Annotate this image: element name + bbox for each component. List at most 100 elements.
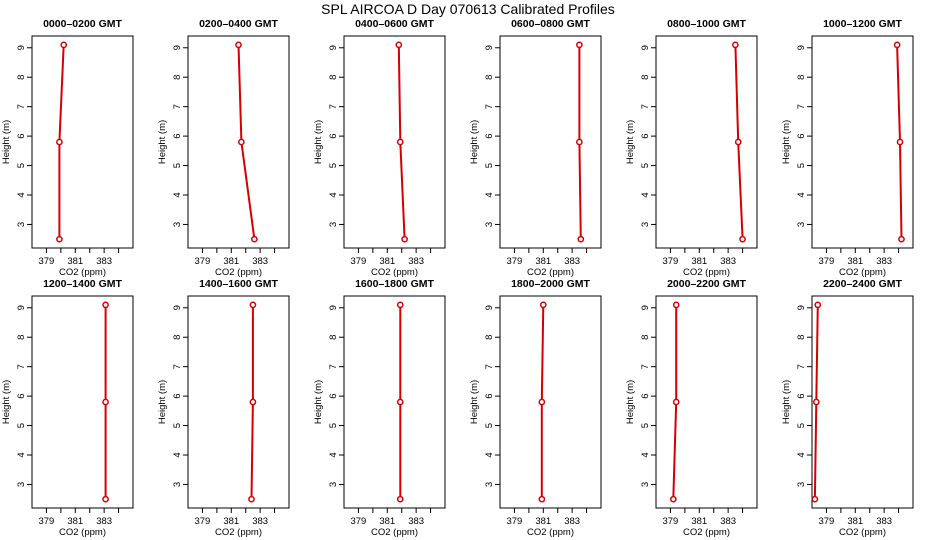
- y-tick-label: 9: [640, 305, 651, 310]
- y-tick-label: 5: [484, 163, 495, 168]
- y-tick-label: 6: [796, 393, 807, 398]
- y-tick-label: 9: [16, 305, 27, 310]
- x-tick-label: 379: [194, 516, 210, 527]
- y-tick-label: 5: [640, 423, 651, 428]
- panel-title: 2000–2200 GMT: [667, 278, 746, 290]
- y-tick-label: 9: [484, 45, 495, 50]
- y-tick-label: 5: [172, 423, 183, 428]
- x-tick-label: 383: [96, 516, 112, 527]
- profile-point: [539, 301, 547, 309]
- y-tick-label: 4: [172, 192, 183, 197]
- x-tick-label: 381: [67, 516, 83, 527]
- y-axis-label: Height (m): [157, 380, 168, 424]
- y-tick-label: 8: [328, 75, 339, 80]
- y-axis-label: Height (m): [469, 120, 480, 164]
- x-axis-label: CO2 (ppm): [215, 527, 262, 538]
- y-tick-label: 7: [484, 104, 495, 109]
- y-tick-label: 9: [796, 305, 807, 310]
- y-tick-label: 6: [484, 133, 495, 138]
- y-tick-label: 3: [484, 222, 495, 227]
- y-axis-label: Height (m): [781, 380, 792, 424]
- y-tick-label: 8: [484, 335, 495, 340]
- y-tick-label: 7: [328, 104, 339, 109]
- panel-title: 1000–1200 GMT: [823, 18, 902, 30]
- x-axis-label: CO2 (ppm): [215, 267, 262, 278]
- y-tick-label: 7: [484, 364, 495, 369]
- x-tick-label: 381: [379, 516, 395, 527]
- x-tick-label: 379: [818, 516, 834, 527]
- profile-point: [734, 138, 742, 146]
- x-tick-label: 383: [876, 516, 892, 527]
- y-tick-label: 7: [172, 364, 183, 369]
- profile-point: [396, 398, 404, 406]
- x-tick-label: 379: [662, 256, 678, 267]
- x-tick-label: 383: [564, 516, 580, 527]
- y-tick-label: 7: [640, 104, 651, 109]
- y-tick-label: 4: [16, 192, 27, 197]
- profile-point: [396, 495, 404, 503]
- y-tick-label: 3: [484, 482, 495, 487]
- x-axis-label: CO2 (ppm): [839, 267, 886, 278]
- x-tick-label: 379: [194, 256, 210, 267]
- y-tick-label: 7: [796, 364, 807, 369]
- panel-title: 1400–1600 GMT: [199, 278, 278, 290]
- y-tick-label: 7: [172, 104, 183, 109]
- x-tick-label: 383: [564, 256, 580, 267]
- panel-title: 0400–0600 GMT: [355, 18, 434, 30]
- y-tick-label: 4: [640, 452, 651, 457]
- y-tick-label: 4: [172, 452, 183, 457]
- y-tick-label: 8: [16, 75, 27, 80]
- y-axis-label: Height (m): [625, 380, 636, 424]
- profile-point: [896, 138, 904, 146]
- x-tick-label: 379: [506, 516, 522, 527]
- x-axis-label: CO2 (ppm): [59, 267, 106, 278]
- x-tick-label: 381: [223, 516, 239, 527]
- plot-frame: [343, 35, 446, 249]
- y-tick-label: 7: [328, 364, 339, 369]
- profile-point: [732, 41, 739, 49]
- y-tick-label: 6: [172, 133, 183, 138]
- profile-point: [235, 41, 242, 49]
- y-tick-label: 3: [172, 482, 183, 487]
- profile-point: [672, 301, 680, 309]
- y-tick-label: 9: [172, 305, 183, 310]
- y-axis-label: Height (m): [469, 380, 480, 424]
- y-tick-label: 8: [796, 75, 807, 80]
- x-axis-label: CO2 (ppm): [683, 527, 730, 538]
- y-tick-label: 6: [328, 133, 339, 138]
- plot-frame: [655, 295, 758, 509]
- plot-frame: [499, 295, 602, 509]
- panel-title: 0200–0400 GMT: [199, 18, 278, 30]
- y-tick-label: 6: [640, 133, 651, 138]
- profile-point: [577, 235, 585, 243]
- y-tick-label: 9: [640, 45, 651, 50]
- profile-point: [812, 398, 820, 406]
- profile-point: [814, 301, 822, 309]
- panel-title: 1200–1400 GMT: [43, 278, 122, 290]
- y-tick-label: 4: [328, 192, 339, 197]
- x-tick-label: 383: [408, 256, 424, 267]
- plot-frame: [31, 35, 134, 249]
- y-tick-label: 3: [16, 222, 27, 227]
- x-tick-label: 379: [350, 256, 366, 267]
- panel-title: 0600–0800 GMT: [511, 18, 590, 30]
- y-tick-label: 9: [328, 45, 339, 50]
- x-tick-label: 383: [96, 256, 112, 267]
- y-axis-label: Height (m): [157, 120, 168, 164]
- x-tick-label: 383: [876, 256, 892, 267]
- y-tick-label: 3: [640, 482, 651, 487]
- profile-point: [102, 495, 109, 503]
- y-tick-label: 8: [796, 335, 807, 340]
- x-tick-label: 379: [38, 256, 54, 267]
- y-axis-label: Height (m): [313, 120, 324, 164]
